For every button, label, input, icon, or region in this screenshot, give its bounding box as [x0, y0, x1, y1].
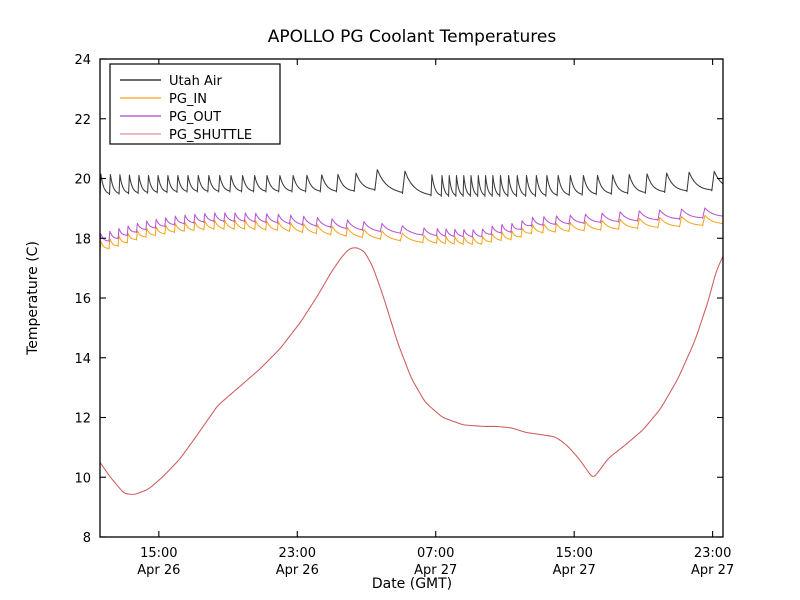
y-tick-label: 14 — [74, 352, 91, 367]
y-tick-label: 12 — [74, 412, 91, 427]
x-axis-tick-labels: 15:00 Apr 26 23:00 Apr 26 07:00 Apr 27 15:00 Ap… — [137, 546, 734, 578]
x-tick-label-time: 15:00 — [140, 546, 177, 561]
y-tick-label: 22 — [74, 113, 91, 128]
y-axis-label: Temperature (C) — [25, 241, 41, 356]
x-tick-label-date: Apr 27 — [691, 563, 734, 578]
y-axis-tick-labels: 8 10 12 14 16 18 20 22 24 — [74, 53, 91, 546]
y-tick-label: 10 — [74, 471, 91, 486]
x-tick-label-date: Apr 26 — [276, 563, 319, 578]
series-line-pg-in — [99, 214, 723, 253]
legend-label-pg-in: PG_IN — [169, 92, 207, 107]
axis-ticks — [100, 58, 723, 538]
legend-label-utah-air: Utah Air — [169, 74, 222, 89]
x-tick-label-date: Apr 27 — [414, 563, 457, 578]
y-tick-label: 24 — [74, 53, 91, 68]
x-tick-label-time: 15:00 — [555, 546, 592, 561]
x-axis-label: Date (GMT) — [372, 576, 452, 592]
series-layer — [99, 169, 724, 495]
page-title: APOLLO PG Coolant Temperatures — [268, 27, 557, 47]
series-line-utah-air — [99, 169, 723, 197]
x-tick-label-date: Apr 27 — [553, 563, 596, 578]
legend-label-pg-out: PG_OUT — [169, 110, 221, 125]
series-line-pg-out — [99, 207, 723, 245]
chart-legend[interactable]: Utah Air PG_IN PG_OUT PG_SHUTTLE — [109, 63, 281, 145]
x-tick-label-time: 23:00 — [279, 546, 316, 561]
y-tick-label: 18 — [74, 232, 91, 247]
series-line-pg-shuttle — [99, 247, 724, 495]
legend-items: Utah Air PG_IN PG_OUT PG_SHUTTLE — [120, 74, 252, 143]
x-tick-label-time: 07:00 — [417, 546, 454, 561]
y-tick-label: 8 — [83, 531, 91, 546]
x-tick-label-date: Apr 26 — [137, 563, 180, 578]
legend-box — [109, 63, 281, 145]
x-tick-label-time: 23:00 — [694, 546, 731, 561]
legend-label-pg-shuttle: PG_SHUTTLE — [169, 128, 252, 143]
y-tick-label: 20 — [74, 173, 91, 188]
y-tick-label: 16 — [74, 292, 91, 307]
